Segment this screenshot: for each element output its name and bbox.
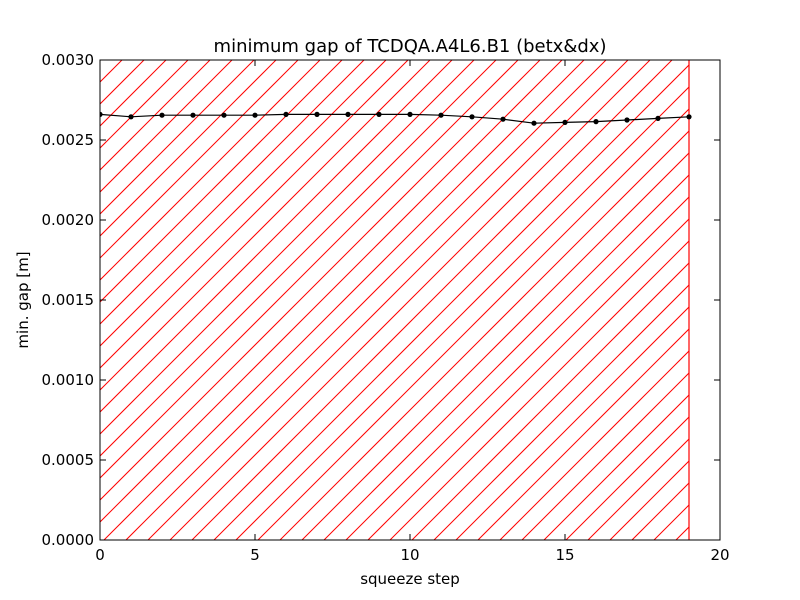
hatch-line (477, 328, 689, 540)
hatch-line (100, 60, 189, 149)
data-point (128, 114, 134, 120)
x-tick-label: 10 (400, 546, 419, 564)
tick-labels: 0 5 10 15 20 0.0000 0.0005 0.0010 0.0015 0.0020 0.… (42, 51, 730, 564)
data-point (345, 111, 351, 117)
hatch-line (411, 262, 689, 540)
hatch-line (565, 416, 689, 540)
data-point (593, 119, 599, 125)
hatch-line (125, 60, 607, 540)
x-axis-label: squeeze step (360, 570, 460, 588)
hatch-line (100, 60, 387, 347)
y-tick-label: 0.0010 (42, 371, 95, 389)
hatch-line (100, 60, 299, 259)
hatch-line (191, 60, 673, 540)
hatch-line (367, 218, 689, 540)
y-tick-label: 0.0025 (42, 131, 95, 149)
y-tick-label: 0.0020 (42, 211, 95, 229)
series-layer (100, 111, 692, 126)
data-point (469, 114, 475, 120)
data-point (500, 116, 506, 122)
hatch-line (100, 60, 541, 501)
hatch-line (301, 152, 689, 540)
hatch-line (100, 60, 431, 391)
y-tick-label: 0.0015 (42, 291, 95, 309)
hatch-line (100, 60, 321, 281)
hatch-line (433, 284, 689, 540)
hatched-region (100, 60, 800, 540)
data-point (190, 112, 196, 118)
hatch-line (100, 60, 211, 171)
hatch-line (521, 372, 689, 540)
data-point (438, 112, 444, 118)
hatch-line (345, 196, 689, 540)
x-tick-label: 15 (555, 546, 574, 564)
data-point (159, 112, 165, 118)
hatch-line (147, 60, 629, 540)
hatch-line (455, 306, 689, 540)
hatch-line (499, 350, 689, 540)
data-point (686, 114, 692, 120)
data-point (314, 111, 320, 117)
data-point (376, 111, 382, 117)
data-point (100, 111, 103, 117)
hatch-line (786, 60, 800, 540)
y-tick-label: 0.0005 (42, 451, 95, 469)
data-point (407, 111, 413, 117)
data-point (624, 117, 630, 123)
data-point (531, 120, 537, 126)
hatch-line (100, 60, 453, 413)
hatch-line (389, 240, 689, 540)
hatch-line (279, 130, 689, 540)
x-tick-label: 20 (710, 546, 729, 564)
hatch-line (764, 60, 800, 540)
hatch-line (742, 60, 800, 540)
hatch-line (100, 60, 409, 369)
plot-frame (99, 59, 721, 541)
data-point (252, 112, 258, 118)
x-tick-label: 5 (250, 546, 260, 564)
hatch-line (543, 394, 689, 540)
hatch-line (100, 60, 365, 325)
data-point (655, 115, 661, 121)
y-tick-label: 0.0000 (42, 531, 95, 549)
data-point (283, 111, 289, 117)
hatch-line (100, 60, 255, 215)
hatch-line (100, 60, 233, 193)
hatch-line (720, 60, 800, 540)
y-axis-label: min. gap [m] (14, 251, 32, 348)
hatch-line (100, 60, 563, 523)
y-tick-label: 0.0030 (42, 51, 95, 69)
hatch-line (323, 174, 689, 540)
hatch-line (100, 60, 277, 237)
hatch-line (587, 438, 689, 540)
chart-title: minimum gap of TCDQA.A4L6.B1 (betx&dx) (214, 36, 607, 57)
hatch-line (100, 60, 497, 457)
data-point (562, 119, 568, 125)
hatch-line (103, 60, 585, 540)
hatch-line (235, 86, 689, 540)
hatch-line (257, 108, 689, 540)
hatch-line (100, 60, 475, 435)
x-tick-label: 0 (95, 546, 105, 564)
series-line (100, 113, 690, 124)
hatch-line (213, 64, 689, 540)
hatch-line (169, 60, 651, 540)
data-point (221, 112, 227, 118)
hatch-line (100, 60, 519, 479)
